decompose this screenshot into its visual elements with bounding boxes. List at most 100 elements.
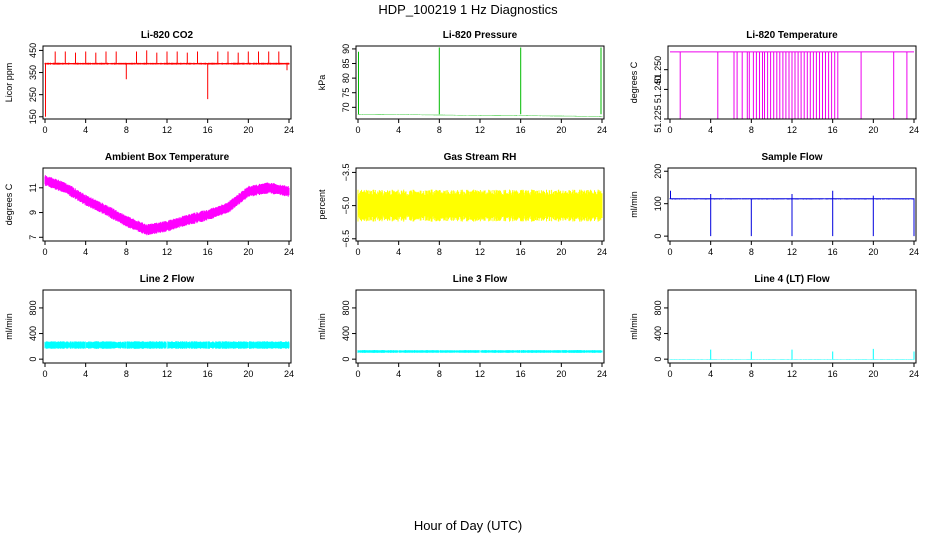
x-tick-label: 0	[355, 247, 360, 257]
panel-title: Li-820 CO2	[141, 30, 194, 41]
data-series	[44, 341, 290, 349]
x-tick-label: 12	[475, 247, 485, 257]
x-tick-label: 12	[162, 247, 172, 257]
x-tick-label: 4	[708, 125, 713, 135]
x-tick-label: 4	[83, 369, 88, 379]
x-tick-label: 20	[868, 369, 878, 379]
x-tick-label: 8	[124, 125, 129, 135]
chart-panel-7: Line 2 Flow 0 4 8 12 16 20 24 0 400 800 ml/min	[4, 274, 294, 379]
series-trace	[670, 51, 914, 119]
x-tick-label: 12	[475, 369, 485, 379]
x-tick-label: 16	[203, 247, 213, 257]
plot-frame	[42, 289, 292, 364]
chart-panel-2: Li-820 Pressure 0 4 8 12 16 20 24 70 75 80 85 90 kPa	[317, 30, 607, 135]
y-axis-label: percent	[317, 189, 327, 220]
x-tick-label: 4	[396, 125, 401, 135]
y-tick-label: 0	[341, 357, 351, 362]
chart-panel-8: Line 3 Flow 0 4 8 12 16 20 24 0 400 800 ml/min	[317, 274, 607, 379]
series-trace	[669, 190, 915, 237]
y-axis-label: ml/min	[4, 313, 14, 340]
x-tick-label: 20	[556, 247, 566, 257]
y-tick-label: 250	[28, 87, 38, 102]
data-series	[44, 175, 290, 236]
x-tick-label: 4	[83, 247, 88, 257]
x-tick-label: 12	[475, 125, 485, 135]
x-tick-label: 8	[437, 247, 442, 257]
x-tick-label: 20	[243, 125, 253, 135]
x-tick-label: 12	[162, 125, 172, 135]
series-trace	[44, 341, 290, 349]
x-tick-label: 4	[396, 247, 401, 257]
x-tick-label: 20	[243, 247, 253, 257]
x-tick-label: 20	[243, 369, 253, 379]
y-tick-label: 85	[341, 59, 351, 69]
x-tick-label: 12	[787, 247, 797, 257]
x-tick-label: 4	[396, 369, 401, 379]
panel-title: Gas Stream RH	[444, 152, 517, 163]
panel-title: Ambient Box Temperature	[105, 152, 230, 163]
series-trace	[669, 348, 915, 360]
x-tick-label: 12	[787, 125, 797, 135]
series-trace	[44, 175, 290, 236]
y-axis-label: degrees C	[629, 61, 639, 103]
x-tick-label: 16	[203, 125, 213, 135]
x-tick-label: 8	[749, 247, 754, 257]
x-tick-label: 24	[909, 125, 919, 135]
x-tick-label: 0	[667, 125, 672, 135]
y-tick-label: 90	[341, 44, 351, 54]
x-tick-label: 24	[909, 369, 919, 379]
x-tick-label: 24	[284, 125, 294, 135]
y-axis-label: degrees C	[4, 183, 14, 225]
x-tick-label: 20	[556, 125, 566, 135]
y-axis-label: ml/min	[317, 313, 327, 340]
chart-panel-1: Li-820 CO2 0 4 8 12 16 20 24 150 250 350 450 Licor p…	[4, 30, 294, 135]
x-tick-label: 0	[667, 369, 672, 379]
y-tick-label: 75	[341, 88, 351, 98]
chart-panel-5: Gas Stream RH 0 4 8 12 16 20 24 −6.5 −5.0 −3.5 perc…	[317, 152, 607, 257]
x-tick-label: 0	[42, 247, 47, 257]
x-tick-label: 12	[162, 369, 172, 379]
y-tick-label: 7	[28, 235, 38, 240]
x-tick-label: 16	[828, 247, 838, 257]
y-tick-label: −3.5	[341, 164, 351, 182]
x-tick-label: 0	[355, 369, 360, 379]
plot-frame	[355, 45, 605, 120]
y-tick-label: −6.5	[341, 230, 351, 248]
x-tick-label: 24	[597, 125, 607, 135]
y-axis-label: kPa	[317, 75, 327, 91]
y-tick-label: 51.240	[653, 76, 663, 104]
y-tick-label: 0	[653, 357, 663, 362]
data-series	[669, 348, 915, 360]
x-tick-label: 0	[42, 125, 47, 135]
x-tick-label: 16	[516, 369, 526, 379]
chart-panel-9: Line 4 (LT) Flow 0 4 8 12 16 20 24 0 400 800 ml/min	[629, 274, 919, 379]
y-tick-label: 350	[28, 65, 38, 80]
data-series	[357, 350, 603, 353]
y-tick-label: 800	[341, 300, 351, 315]
y-tick-label: 400	[653, 326, 663, 341]
series-trace	[44, 50, 290, 117]
y-axis-label: ml/min	[629, 313, 639, 340]
x-tick-label: 0	[42, 369, 47, 379]
series-trace	[357, 47, 603, 117]
y-tick-label: −5.0	[341, 197, 351, 215]
x-tick-label: 8	[437, 369, 442, 379]
y-axis-label: ml/min	[629, 191, 639, 218]
y-axis-label: Licor ppm	[4, 63, 14, 103]
x-tick-label: 4	[83, 125, 88, 135]
x-tick-label: 20	[556, 369, 566, 379]
y-tick-label: 200	[653, 164, 663, 179]
x-tick-label: 16	[828, 125, 838, 135]
y-tick-label: 400	[28, 326, 38, 341]
x-tick-label: 8	[124, 369, 129, 379]
data-series	[357, 189, 603, 222]
data-series	[357, 47, 603, 117]
x-tick-label: 20	[868, 125, 878, 135]
y-tick-label: 450	[28, 43, 38, 58]
x-tick-label: 24	[284, 247, 294, 257]
panel-title: Li-820 Pressure	[443, 30, 518, 41]
y-tick-label: 150	[28, 109, 38, 124]
data-series	[44, 50, 290, 117]
y-tick-label: 70	[341, 102, 351, 112]
